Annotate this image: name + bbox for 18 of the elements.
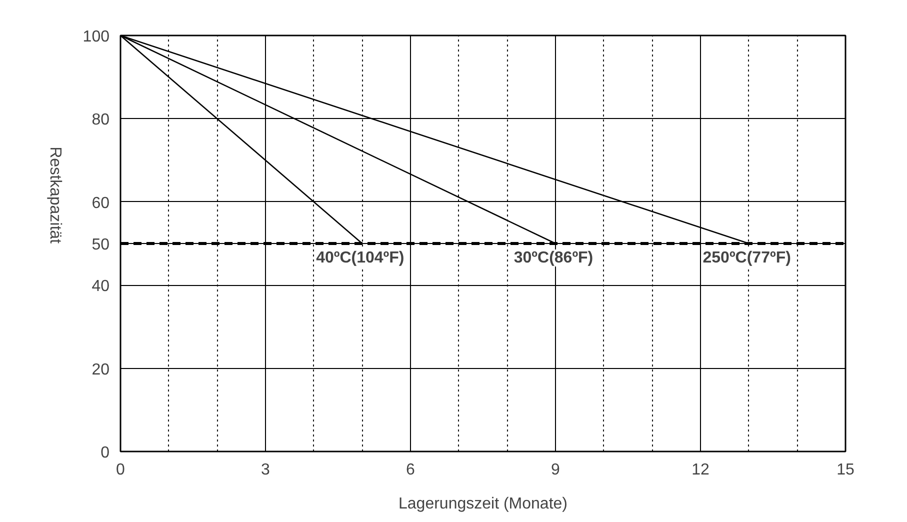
series-label: 250ºC(77ºF) [702,250,791,266]
series-label: 40ºC(104ºF) [316,250,404,266]
y-axis-title: Restkapazität [46,146,64,244]
y-tick-label: 20 [92,361,110,378]
y-tick-label: 60 [92,194,110,212]
x-tick-label: 0 [116,462,126,478]
x-tick-label: 3 [261,462,270,478]
x-tick-label: 9 [551,462,560,478]
x-tick-label: 6 [406,462,416,478]
y-tick-label: 40 [92,278,110,296]
y-tick-label: 80 [92,112,110,129]
y-tick-label: 0 [100,444,110,462]
y-tick-label: 100 [82,28,110,46]
x-tick-label: 15 [836,462,854,478]
series-label: 30ºC(86ºF) [514,250,594,266]
y-tick-label: 50 [92,236,110,254]
x-tick-label: 12 [692,462,710,478]
x-axis-title: Lagerungszeit (Monate) [398,496,568,512]
